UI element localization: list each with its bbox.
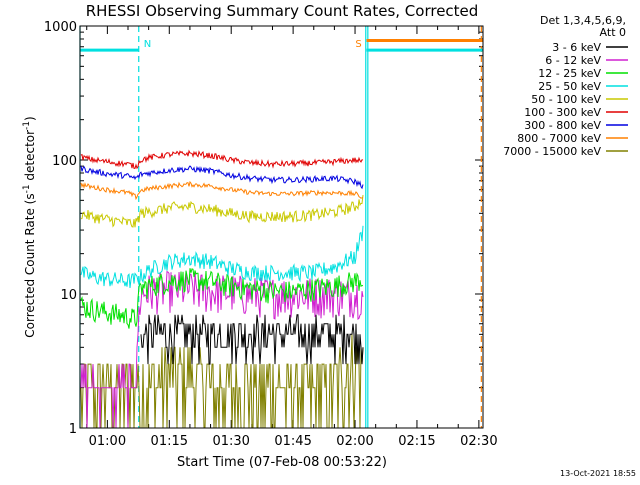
legend-label: 800 - 7000 keV [517,132,601,145]
series-line-3 [80,225,364,289]
y-tick-label: 10 [60,288,77,303]
series-line-6 [80,165,364,190]
legend-label: 25 - 50 keV [538,80,601,93]
y-tick-label: 1 [69,422,77,437]
x-axis-label: Start Time (07-Feb-08 00:53:22) [177,455,387,470]
x-tick-label: 02:00 [336,434,373,449]
marker-label-N: N [144,39,151,50]
x-tick-label: 02:30 [460,434,497,449]
y-axis-label-part: detector [23,130,37,185]
y-axis-label: Corrected Count Rate (s-1 detector-1) [22,116,37,337]
plot-frame [79,25,484,429]
y-axis-label-part: ) [23,116,37,121]
legend-label: 100 - 300 keV [524,106,601,119]
x-tick-label: 01:15 [151,434,188,449]
legend-label: 50 - 100 keV [531,93,601,106]
series-line-4 [80,195,364,228]
series-line-0 [140,314,364,365]
x-tick-label: 01:45 [274,434,311,449]
marker-label-S: S [355,39,361,50]
y-axis-label-part: Corrected Count Rate (s [23,193,37,337]
x-tick-label: 01:30 [212,434,249,449]
series-line-7 [80,180,364,201]
y-axis-label-part: -1 [22,121,32,130]
legend-label: 6 - 12 keV [545,54,601,67]
y-tick-label: 1000 [44,20,77,35]
legend-header: Att 0 [600,26,626,39]
legend-header: Det 1,3,4,5,6,9, [540,14,626,27]
y-tick-label: 100 [52,154,77,169]
series-line-5 [80,149,364,170]
x-tick-label: 02:15 [398,434,435,449]
legend-label: 7000 - 15000 keV [503,145,601,158]
chart-title: RHESSI Observing Summary Count Rates, Co… [86,2,479,20]
x-tick-label: 01:00 [89,434,126,449]
legend-label: 300 - 800 keV [524,119,601,132]
y-axis-label-part: -1 [22,184,32,193]
legend-label: 3 - 6 keV [552,41,601,54]
legend-label: 12 - 25 keV [538,67,601,80]
series-line-2 [80,268,363,329]
timestamp-footer: 13-Oct-2021 18:55 [560,469,636,478]
